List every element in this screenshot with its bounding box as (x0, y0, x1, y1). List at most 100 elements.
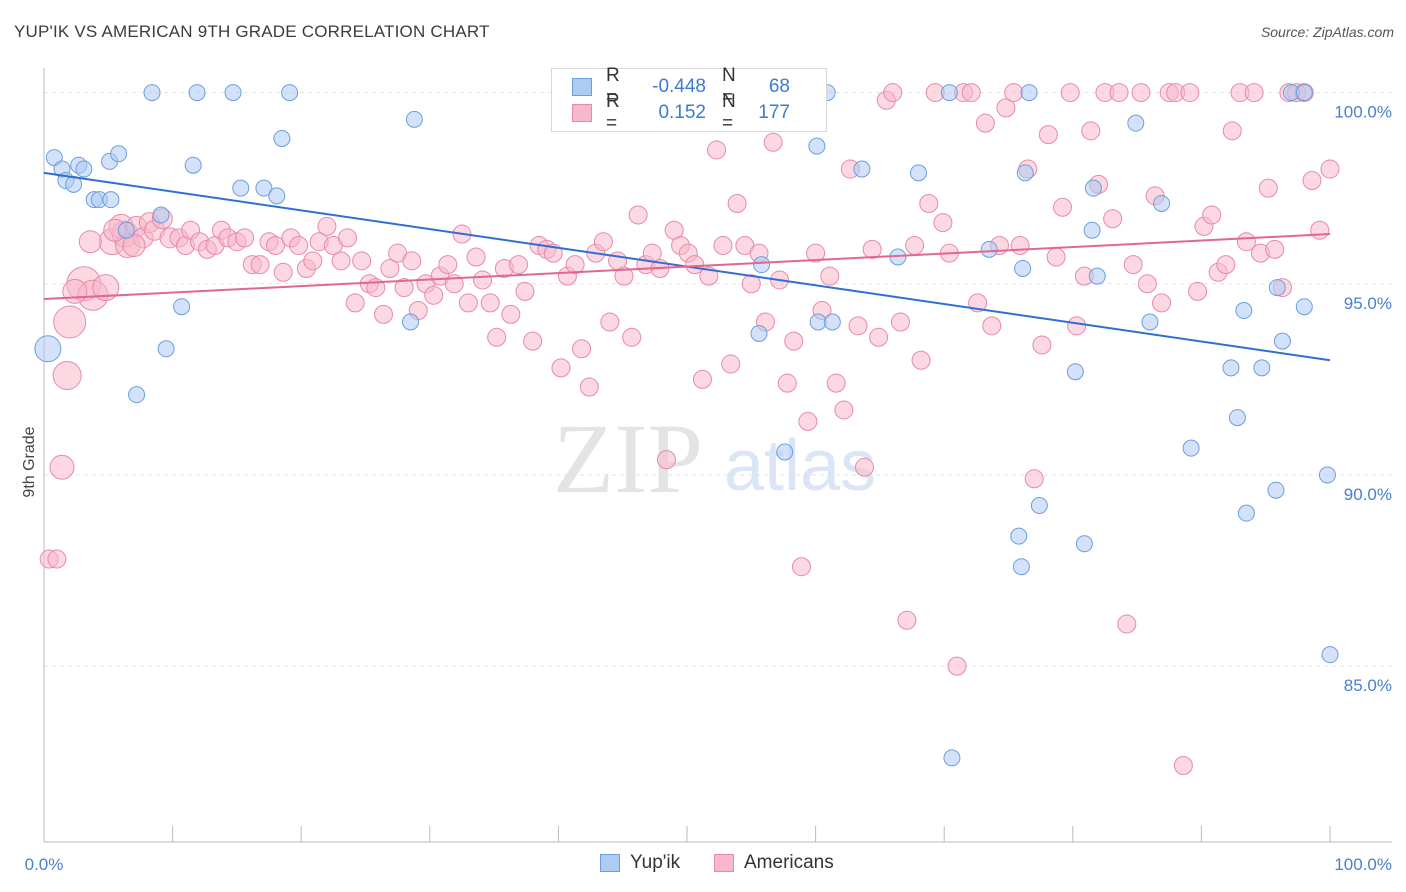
grid-lines (44, 92, 1392, 667)
americans-point (1202, 205, 1222, 225)
yupik-point (1321, 646, 1339, 664)
americans-point (622, 327, 642, 347)
americans-point (273, 262, 293, 282)
yupik-point (268, 187, 286, 205)
americans-point (47, 549, 67, 569)
stats-legend: R = -0.448 N = 68 R = 0.152 N = 177 (551, 65, 827, 134)
americans-point (523, 331, 543, 351)
legend-n-label: N = (722, 65, 736, 108)
americans-point (317, 216, 337, 236)
americans-point (996, 98, 1016, 118)
americans-point (721, 354, 741, 374)
americans-point (1123, 255, 1143, 275)
yupik-point (853, 160, 871, 178)
americans-point (1173, 756, 1193, 776)
yupik-point (1075, 535, 1093, 553)
yupik-point (1228, 409, 1246, 427)
americans-point (380, 258, 400, 278)
americans-point (1010, 236, 1030, 256)
yupik-point (776, 443, 794, 461)
americans-point (1032, 335, 1052, 355)
yupik-point (1012, 558, 1030, 576)
chart-title: YUP'IK VS AMERICAN 9TH GRADE CORRELATION… (14, 22, 490, 41)
legend-swatch-americans (714, 854, 734, 872)
americans-point (947, 656, 967, 676)
americans-point (473, 270, 493, 290)
tick-labels: 100.0% 95.0% 90.0% 85.0% 0.0% 100.0% (25, 103, 1392, 874)
americans-point (600, 312, 620, 332)
x-tick-label: 0.0% (25, 855, 64, 874)
yupik-point (1182, 439, 1200, 457)
americans-point (78, 230, 102, 254)
yupik-point (1267, 481, 1285, 499)
americans-point (1060, 83, 1080, 103)
americans-point (53, 305, 87, 339)
americans-point (905, 236, 925, 256)
americans-point (303, 251, 323, 271)
americans-point (1067, 316, 1087, 336)
americans-point (1216, 255, 1236, 275)
yupik-point (402, 313, 420, 331)
americans-point (337, 228, 357, 248)
americans-point (374, 304, 394, 324)
americans-point (1081, 121, 1101, 141)
americans-point (352, 251, 372, 271)
americans-trend-line (43, 233, 1331, 301)
yupik-point (750, 324, 768, 342)
yupik-point (1010, 527, 1028, 545)
legend-label-americans: Americans (744, 852, 834, 873)
yupik-points (34, 84, 1339, 767)
yupik-point (117, 221, 135, 239)
americans-point (466, 247, 486, 267)
americans-point (458, 293, 478, 313)
legend-item-americans[interactable]: Americans (714, 852, 834, 874)
americans-point (438, 255, 458, 275)
americans-point (52, 361, 82, 391)
americans-point (713, 236, 733, 256)
yupik-point (1014, 259, 1032, 277)
yupik-point (152, 206, 170, 224)
yupik-point (188, 84, 206, 102)
yupik-point (1020, 84, 1038, 102)
americans-point (487, 327, 507, 347)
legend-swatch-yupik (572, 78, 592, 96)
americans-point (614, 266, 634, 286)
x-tick-label: 100.0% (1334, 855, 1392, 874)
americans-point (1117, 614, 1137, 634)
americans-point (515, 281, 535, 301)
yupik-point (823, 313, 841, 331)
americans-point (509, 255, 529, 275)
americans-point (692, 369, 712, 389)
yupik-point (255, 179, 273, 197)
yupik-point (281, 84, 299, 102)
yupik-point (1016, 164, 1034, 182)
americans-point (1265, 239, 1285, 259)
americans-point (933, 213, 953, 233)
yupik-point (143, 84, 161, 102)
axes (43, 68, 1392, 843)
y-tick-label: 85.0% (1344, 676, 1392, 695)
yupik-point (1253, 359, 1271, 377)
legend-item-yupik[interactable]: Yup'ik (600, 852, 680, 874)
trend-lines (43, 171, 1331, 362)
watermark: ZIP atlas (553, 403, 876, 514)
legend-n-value: 177 (758, 102, 790, 123)
y-tick-label: 95.0% (1344, 294, 1392, 313)
americans-point (551, 358, 571, 378)
y-tick-label: 100.0% (1334, 103, 1392, 122)
americans-point (235, 228, 255, 248)
yupik-point (940, 84, 958, 102)
yupik-point (1295, 298, 1313, 316)
yupik-point (157, 340, 175, 358)
americans-point (122, 234, 146, 258)
americans-point (707, 140, 727, 160)
yupik-point (173, 298, 191, 316)
legend-n-label: N = (722, 91, 736, 134)
yupik-point (110, 145, 128, 163)
americans-point (572, 339, 592, 359)
legend-r-label: R = (606, 65, 620, 108)
americans-point (897, 610, 917, 630)
americans-point (402, 251, 422, 271)
americans-point (1053, 197, 1073, 217)
